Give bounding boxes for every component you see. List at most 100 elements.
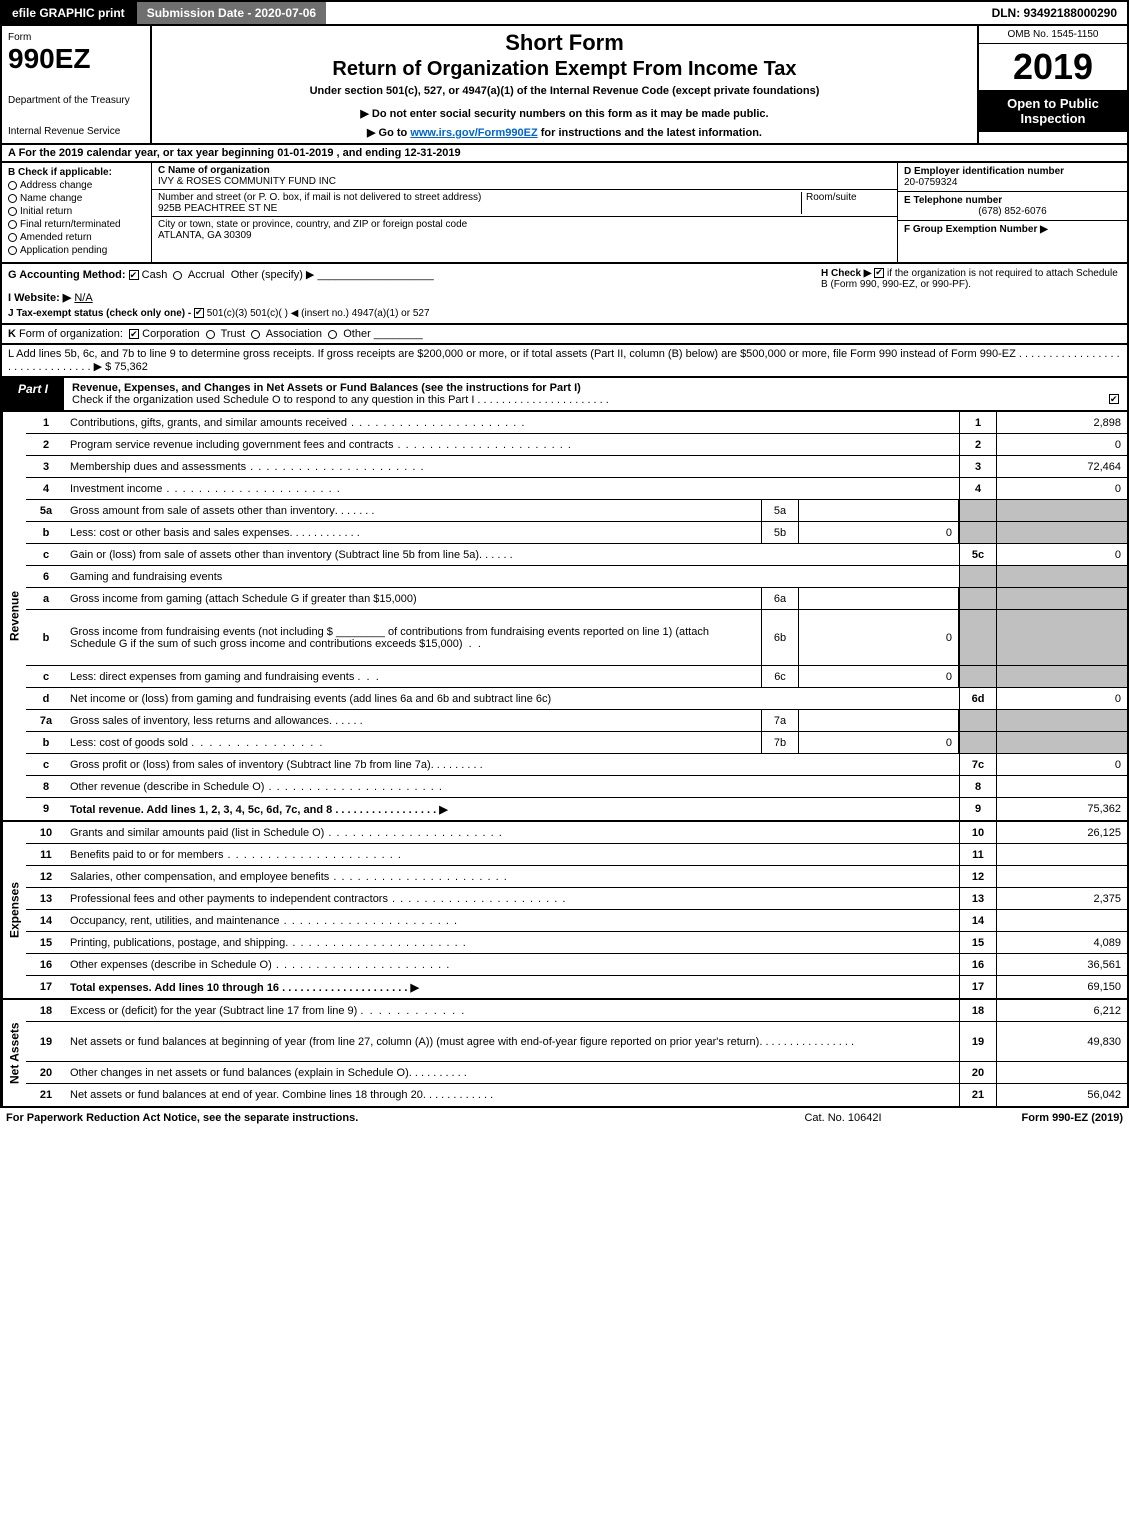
street-address: 925B PEACHTREE ST NE <box>158 203 801 214</box>
ln17-num: 17 <box>26 976 66 998</box>
omb-number: OMB No. 1545-1150 <box>979 26 1127 44</box>
website-value: N/A <box>74 292 92 304</box>
ln5c-desc: Gain or (loss) from sale of assets other… <box>70 549 479 561</box>
dln-label: DLN: 93492188000290 <box>982 2 1127 24</box>
row-l: L Add lines 5b, 6c, and 7b to line 9 to … <box>0 345 1129 378</box>
ln6d-col: 6d <box>959 688 997 709</box>
checkbox-accrual[interactable] <box>173 271 182 280</box>
ln5b-sv: 0 <box>799 522 959 543</box>
ln6a-val-grey <box>997 588 1127 609</box>
addr-label: Number and street (or P. O. box, if mail… <box>158 192 801 203</box>
efile-print-button[interactable]: efile GRAPHIC print <box>2 2 135 24</box>
part-1-sub: Check if the organization used Schedule … <box>72 394 609 406</box>
ln7b-val-grey <box>997 732 1127 753</box>
ln1-val: 2,898 <box>997 412 1127 433</box>
ln7c-val: 0 <box>997 754 1127 775</box>
footer-left: For Paperwork Reduction Act Notice, see … <box>6 1112 743 1124</box>
irs-link[interactable]: www.irs.gov/Form990EZ <box>410 127 537 139</box>
checkbox-schedule-o[interactable] <box>1109 394 1119 404</box>
ln5c-val: 0 <box>997 544 1127 565</box>
ln6b-num: b <box>26 610 66 665</box>
form-label: Form <box>8 32 144 43</box>
checkbox-amended-return[interactable] <box>8 233 17 242</box>
ln5b-col-grey <box>959 522 997 543</box>
i-label: I Website: ▶ <box>8 292 71 304</box>
link-suffix: for instructions and the latest informat… <box>541 127 762 139</box>
ln12-val <box>997 866 1127 887</box>
expenses-side-label: Expenses <box>2 822 26 998</box>
chk-label-4: Amended return <box>20 232 92 243</box>
ln9-num: 9 <box>26 798 66 820</box>
checkbox-final-return[interactable] <box>8 220 17 229</box>
ln6c-num: c <box>26 666 66 687</box>
ln7b-sv: 0 <box>799 732 959 753</box>
ln18-num: 18 <box>26 1000 66 1021</box>
ln7c-num: c <box>26 754 66 775</box>
checkbox-corporation[interactable] <box>129 329 139 339</box>
l-text: L Add lines 5b, 6c, and 7b to line 9 to … <box>8 348 1120 373</box>
line-3: 3 Membership dues and assessments 3 72,4… <box>26 456 1127 478</box>
g-accrual: Accrual <box>188 269 225 281</box>
ln7c-col: 7c <box>959 754 997 775</box>
ln6-col-grey <box>959 566 997 587</box>
subtitle: Under section 501(c), 527, or 4947(a)(1)… <box>158 85 971 97</box>
line-2: 2 Program service revenue including gove… <box>26 434 1127 456</box>
ln6b-d1: Gross income from fundraising events (no… <box>70 626 333 638</box>
checkbox-cash[interactable] <box>129 270 139 280</box>
line-6a: a Gross income from gaming (attach Sched… <box>26 588 1127 610</box>
l-value: 75,362 <box>114 361 148 373</box>
ln5c-num: c <box>26 544 66 565</box>
ein-value: 20-0759324 <box>904 177 1121 188</box>
ln15-val: 4,089 <box>997 932 1127 953</box>
checkbox-initial-return[interactable] <box>8 207 17 216</box>
ln6b-val-grey <box>997 610 1127 665</box>
ln3-num: 3 <box>26 456 66 477</box>
line-15: 15 Printing, publications, postage, and … <box>26 932 1127 954</box>
checkbox-501c3[interactable] <box>194 308 204 318</box>
g-other: Other (specify) ▶ <box>231 269 315 281</box>
ln6b-sv: 0 <box>799 610 959 665</box>
ln7b-desc: Less: cost of goods sold <box>70 737 188 749</box>
checkbox-trust[interactable] <box>206 330 215 339</box>
ln5a-col-grey <box>959 500 997 521</box>
ln7b-col-grey <box>959 732 997 753</box>
line-20: 20 Other changes in net assets or fund b… <box>26 1062 1127 1084</box>
checkbox-association[interactable] <box>251 330 260 339</box>
line-7a: 7a Gross sales of inventory, less return… <box>26 710 1127 732</box>
title-short-form: Short Form <box>158 30 971 56</box>
line-21: 21 Net assets or fund balances at end of… <box>26 1084 1127 1106</box>
chk-label-3: Final return/terminated <box>20 219 121 230</box>
h-label: H Check ▶ <box>821 268 871 279</box>
ln10-num: 10 <box>26 822 66 843</box>
ln9-val: 75,362 <box>997 798 1127 820</box>
ln7a-val-grey <box>997 710 1127 731</box>
ln19-col: 19 <box>959 1022 997 1061</box>
line-12: 12 Salaries, other compensation, and emp… <box>26 866 1127 888</box>
line-1: 1 Contributions, gifts, grants, and simi… <box>26 412 1127 434</box>
ln18-desc: Excess or (deficit) for the year (Subtra… <box>70 1005 357 1017</box>
line-7c: c Gross profit or (loss) from sales of i… <box>26 754 1127 776</box>
checkbox-other-org[interactable] <box>328 330 337 339</box>
ln6d-val: 0 <box>997 688 1127 709</box>
ln8-num: 8 <box>26 776 66 797</box>
checkbox-address-change[interactable] <box>8 181 17 190</box>
checkbox-schedule-b[interactable] <box>874 268 884 278</box>
ln17-val: 69,150 <box>997 976 1127 998</box>
ln19-val: 49,830 <box>997 1022 1127 1061</box>
revenue-side-label: Revenue <box>2 412 26 820</box>
section-b-label: B Check if applicable: <box>8 167 145 178</box>
line-6b: b Gross income from fundraising events (… <box>26 610 1127 666</box>
ln6b-col-grey <box>959 610 997 665</box>
checkbox-name-change[interactable] <box>8 194 17 203</box>
city-state-zip: ATLANTA, GA 30309 <box>158 230 891 241</box>
ln14-val <box>997 910 1127 931</box>
ln13-desc: Professional fees and other payments to … <box>70 893 566 905</box>
ssn-warning: ▶ Do not enter social security numbers o… <box>158 107 971 120</box>
checkbox-application-pending[interactable] <box>8 246 17 255</box>
ln6c-sub: 6c <box>761 666 799 687</box>
ln8-val <box>997 776 1127 797</box>
line-7b: b Less: cost of goods sold . . . . . . .… <box>26 732 1127 754</box>
footer-cat-no: Cat. No. 10642I <box>743 1112 943 1124</box>
line-18: 18 Excess or (deficit) for the year (Sub… <box>26 1000 1127 1022</box>
g-label: G Accounting Method: <box>8 269 126 281</box>
